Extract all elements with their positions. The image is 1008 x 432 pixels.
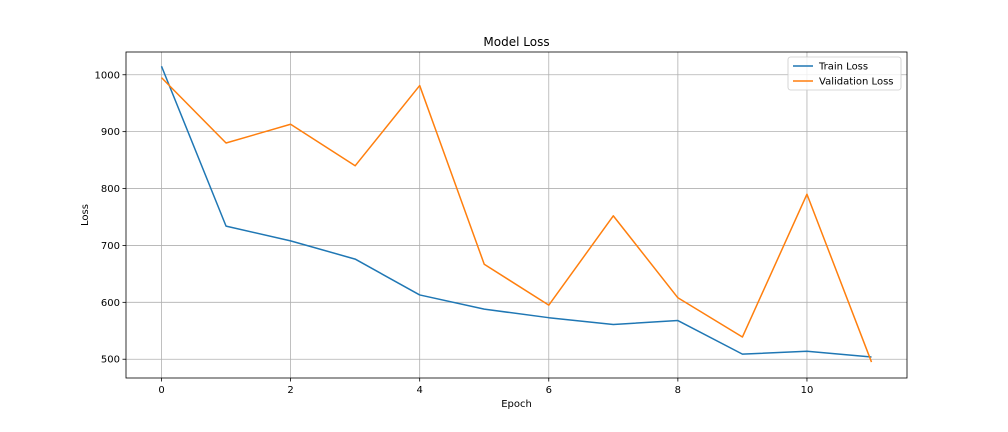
y-tick-label: 500: [101, 355, 120, 366]
legend: Train Loss Validation Loss: [787, 56, 902, 91]
y-tick-label: 800: [101, 184, 120, 195]
grid: [126, 52, 907, 378]
x-tick-label: 8: [675, 385, 681, 396]
y-tick-label: 900: [101, 127, 120, 138]
legend-label: Train Loss: [818, 62, 868, 73]
x-tick-label: 6: [546, 385, 552, 396]
axis-ticks: 0 2 4 6 8 10 500 600 700 800 900 1000: [95, 70, 814, 396]
legend-box: [787, 56, 902, 91]
x-tick-label: 0: [158, 385, 164, 396]
x-axis-label: Epoch: [501, 399, 532, 410]
plot-frame: [125, 51, 908, 379]
legend-label: Validation Loss: [819, 77, 894, 88]
x-tick-label: 10: [801, 385, 814, 396]
x-tick-label: 2: [287, 385, 293, 396]
y-axis-label: Loss: [80, 204, 91, 226]
y-tick-label: 600: [101, 298, 120, 309]
x-tick-label: 4: [416, 385, 422, 396]
series-line-train-loss: [160, 65, 872, 358]
y-tick-label: 1000: [95, 70, 120, 81]
series-line-validation-loss: [160, 77, 873, 363]
y-tick-label: 700: [101, 241, 120, 252]
chart-title: Model Loss: [483, 35, 549, 49]
series-lines: [160, 65, 873, 363]
